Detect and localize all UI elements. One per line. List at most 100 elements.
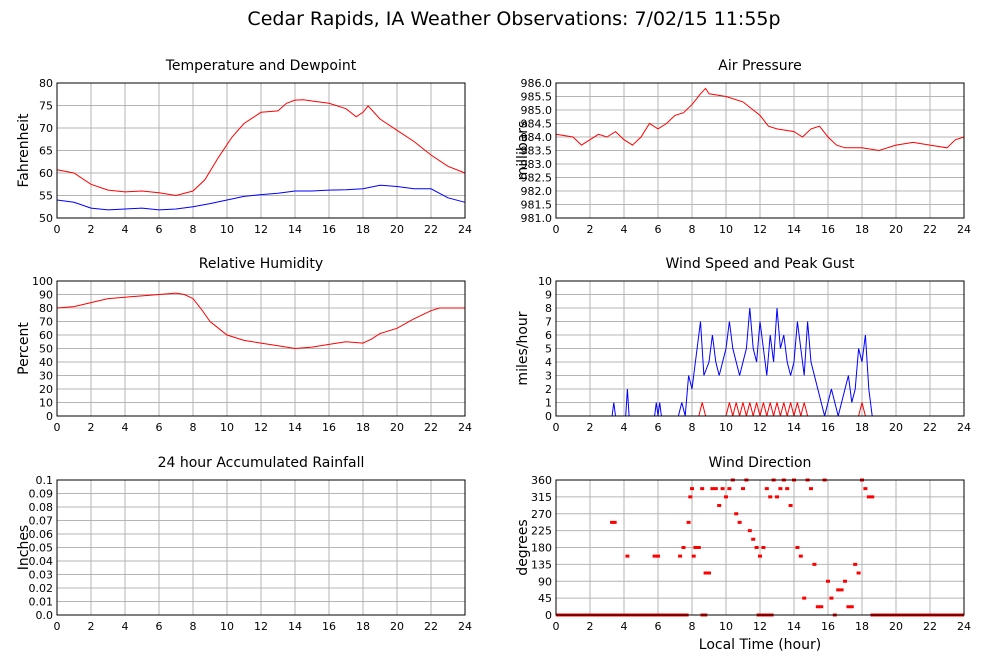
series-pressure-line bbox=[555, 87, 965, 152]
chart-panel-5: 0 2 4 6 8 10 12 14 16 18 20 22 240.00.010.020.030.04… bbox=[16, 455, 472, 633]
direction-point bbox=[809, 487, 813, 491]
x-tick-label: 10 bbox=[719, 421, 733, 434]
y-tick-label: 70 bbox=[39, 316, 53, 329]
x-tick-label: 14 bbox=[288, 620, 302, 633]
y-axis-label: Inches bbox=[16, 525, 32, 570]
y-tick-label: 9 bbox=[545, 289, 552, 302]
x-tick-label: 24 bbox=[957, 223, 971, 236]
y-tick-label: 6 bbox=[545, 329, 552, 342]
direction-point bbox=[681, 546, 686, 549]
direction-point bbox=[717, 504, 722, 507]
direction-point bbox=[678, 554, 683, 558]
direction-point bbox=[829, 596, 834, 600]
y-tick-label: 50 bbox=[39, 343, 53, 356]
y-tick-label: 225 bbox=[531, 525, 552, 538]
x-tick-label: 20 bbox=[390, 223, 404, 236]
y-tick-label: 982.5 bbox=[521, 172, 553, 185]
direction-point bbox=[863, 487, 868, 491]
x-tick-label: 6 bbox=[655, 620, 662, 633]
y-tick-label: 984.5 bbox=[521, 118, 553, 131]
x-tick-label: 22 bbox=[424, 223, 438, 236]
direction-point bbox=[826, 579, 830, 583]
x-tick-label: 8 bbox=[689, 223, 696, 236]
plot-frame bbox=[555, 82, 965, 219]
y-tick-label: 0.09 bbox=[29, 488, 54, 501]
y-tick-label: 70 bbox=[39, 122, 53, 135]
x-tick-label: 2 bbox=[587, 421, 594, 434]
x-tick-label: 20 bbox=[390, 421, 404, 434]
panel-title: Relative Humidity bbox=[199, 256, 323, 272]
y-tick-label: 7 bbox=[545, 316, 552, 329]
series-dewpoint-line bbox=[56, 184, 466, 211]
x-tick-label: 8 bbox=[689, 421, 696, 434]
direction-point bbox=[703, 571, 708, 575]
y-tick-label: 315 bbox=[531, 491, 552, 504]
x-tick-label: 16 bbox=[322, 223, 336, 236]
x-tick-label: 4 bbox=[621, 421, 628, 434]
x-tick-label: 8 bbox=[190, 223, 197, 236]
y-tick-label: 100 bbox=[32, 275, 53, 288]
y-tick-label: 982.0 bbox=[521, 185, 553, 198]
direction-point bbox=[656, 554, 660, 558]
y-tick-label: 0.08 bbox=[29, 501, 54, 514]
x-tick-label: 22 bbox=[424, 421, 438, 434]
y-tick-label: 981.0 bbox=[521, 212, 553, 225]
x-tick-label: 24 bbox=[458, 223, 472, 236]
x-tick-label: 24 bbox=[957, 421, 971, 434]
y-tick-label: 10 bbox=[538, 275, 552, 288]
direction-point bbox=[741, 487, 745, 491]
y-tick-label: 75 bbox=[39, 100, 53, 113]
panel-title: Wind Direction bbox=[709, 455, 812, 471]
y-tick-label: 135 bbox=[531, 558, 552, 571]
y-tick-label: 10 bbox=[39, 397, 53, 410]
x-tick-label: 18 bbox=[356, 223, 370, 236]
x-tick-label: 6 bbox=[655, 421, 662, 434]
x-tick-label: 24 bbox=[957, 620, 971, 633]
direction-point bbox=[870, 495, 875, 499]
x-tick-label: 20 bbox=[889, 421, 903, 434]
y-tick-label: 985.0 bbox=[521, 104, 553, 117]
direction-point bbox=[652, 554, 657, 558]
direction-point bbox=[849, 605, 854, 609]
y-axis-label: degrees bbox=[515, 519, 531, 575]
x-tick-label: 12 bbox=[753, 421, 767, 434]
x-tick-label: 10 bbox=[719, 620, 733, 633]
x-tick-label: 22 bbox=[923, 620, 937, 633]
direction-point bbox=[612, 520, 617, 524]
x-tick-label: 4 bbox=[122, 421, 129, 434]
series-temperature-line bbox=[56, 99, 466, 197]
x-tick-label: 22 bbox=[923, 421, 937, 434]
direction-point bbox=[775, 495, 779, 499]
x-tick-label: 18 bbox=[855, 223, 869, 236]
chart-panel-1: 0 2 4 6 8 10 12 14 16 18 20 22 2450556065707580Tempe… bbox=[16, 58, 472, 236]
x-tick-label: 24 bbox=[458, 620, 472, 633]
direction-point bbox=[836, 588, 841, 592]
direction-point bbox=[734, 512, 739, 516]
x-tick-label: 4 bbox=[621, 223, 628, 236]
x-tick-label: 2 bbox=[587, 223, 594, 236]
direction-point bbox=[758, 554, 762, 558]
y-tick-label: 983.0 bbox=[521, 158, 553, 171]
direction-point bbox=[737, 520, 742, 524]
y-tick-label: 20 bbox=[39, 383, 53, 396]
y-tick-label: 45 bbox=[538, 592, 552, 605]
plot-frame bbox=[56, 82, 466, 219]
direction-point bbox=[693, 546, 698, 549]
y-tick-label: 30 bbox=[39, 370, 53, 383]
direction-point bbox=[690, 487, 694, 491]
y-tick-label: 60 bbox=[39, 329, 53, 342]
chart-panel-3: 0 2 4 6 8 10 12 14 16 18 20 22 240102030405060708090… bbox=[16, 256, 472, 434]
x-tick-label: 14 bbox=[288, 223, 302, 236]
x-tick-label: 12 bbox=[254, 223, 268, 236]
x-tick-label: 10 bbox=[220, 223, 234, 236]
x-tick-label: 0 bbox=[553, 421, 560, 434]
y-tick-label: 0.01 bbox=[29, 596, 54, 609]
x-tick-label: 12 bbox=[254, 620, 268, 633]
direction-point bbox=[713, 487, 718, 491]
x-tick-label: 18 bbox=[356, 421, 370, 434]
x-tick-label: 2 bbox=[88, 223, 95, 236]
direction-point bbox=[610, 520, 615, 524]
plot-frame bbox=[555, 479, 965, 616]
y-tick-label: 0.03 bbox=[29, 569, 54, 582]
